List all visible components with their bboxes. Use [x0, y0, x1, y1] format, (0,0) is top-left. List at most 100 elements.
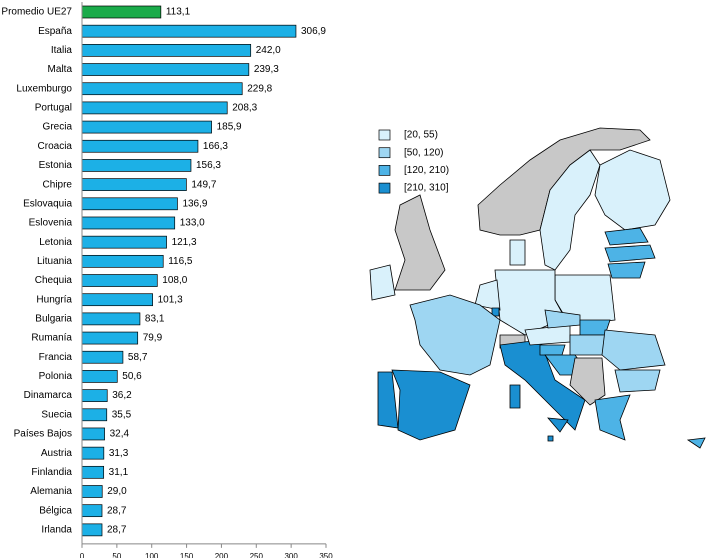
x-tick-label: 150	[180, 552, 194, 558]
legend-label: [120, 210)	[404, 165, 449, 176]
x-tick-label: 250	[250, 552, 264, 558]
bar	[81, 254, 164, 268]
x-tick-label: 50	[112, 552, 121, 558]
data-label: 133,0	[180, 218, 205, 229]
x-tick-label: 0	[80, 552, 85, 558]
data-label: 28,7	[107, 525, 127, 536]
data-label: 32,4	[110, 429, 130, 440]
data-label: 101,3	[158, 294, 183, 305]
bar	[81, 44, 252, 57]
y-tick-label: Austria	[41, 448, 73, 459]
y-tick-label: Lituania	[37, 256, 72, 267]
bar	[81, 331, 139, 345]
bar	[81, 293, 153, 307]
bar	[81, 504, 103, 518]
bar	[81, 101, 228, 115]
legend-swatch	[378, 165, 391, 176]
romania	[601, 329, 666, 371]
bar	[81, 24, 297, 38]
y-tick-label: Rumanía	[31, 333, 72, 344]
sweden	[539, 149, 601, 271]
y-tick-label: Eslovaquia	[23, 198, 72, 209]
x-tick-label: 100	[145, 552, 159, 558]
data-label: 50,6	[122, 371, 142, 382]
bar	[81, 274, 158, 287]
y-tick-label: Malta	[48, 64, 73, 75]
y-tick-label: Portugal	[35, 103, 72, 114]
bar	[81, 523, 103, 537]
data-label: 58,7	[128, 352, 148, 363]
data-label: 229,8	[247, 83, 272, 94]
data-label: 149,7	[191, 179, 216, 190]
bulgaria	[614, 369, 661, 393]
y-tick-label: Polonia	[39, 371, 73, 382]
malta	[547, 435, 554, 442]
france	[409, 294, 501, 376]
luxembourg	[491, 307, 500, 317]
legend-swatch	[378, 147, 391, 159]
bar	[81, 465, 105, 479]
sicily	[547, 417, 569, 433]
y-tick-label: Grecia	[43, 122, 73, 133]
y-tick-label: Italia	[51, 45, 73, 56]
legend-swatch	[378, 182, 391, 194]
bar	[81, 427, 105, 441]
bar	[81, 159, 192, 172]
data-label: 136,9	[182, 198, 207, 209]
data-label: 31,3	[109, 448, 129, 459]
y-tick-label: Eslovenia	[29, 218, 73, 229]
lithuania	[607, 261, 646, 279]
y-tick-label: Croacia	[38, 141, 73, 152]
y-tick-label: Alemania	[30, 486, 72, 497]
data-label: 108,0	[162, 275, 187, 286]
y-tick-label: Chequia	[35, 275, 73, 286]
uk	[394, 194, 446, 291]
y-tick-label: Suecia	[41, 409, 72, 420]
spain	[391, 369, 471, 441]
x-tick-label: 200	[215, 552, 229, 558]
y-tick-label: Luxemburgo	[16, 83, 72, 94]
ireland	[369, 264, 396, 301]
y-tick-label: Hungría	[36, 294, 72, 305]
bar	[81, 312, 141, 326]
bar	[81, 235, 167, 249]
denmark	[509, 239, 526, 266]
bar	[81, 120, 212, 134]
bar	[81, 197, 178, 211]
data-label: 208,3	[232, 103, 257, 114]
y-tick-label: España	[38, 26, 72, 37]
slovenia	[539, 344, 566, 356]
bar	[81, 389, 108, 402]
data-label: 242,0	[256, 45, 281, 56]
legend-label: [50, 120)	[404, 147, 443, 158]
data-label: 166,3	[203, 141, 228, 152]
sardinia	[509, 384, 521, 409]
data-label: 35,5	[112, 409, 132, 420]
bar	[81, 216, 176, 230]
legend-label: [20, 55)	[404, 130, 438, 141]
bar	[81, 485, 103, 498]
legend-label: [210, 310]	[404, 183, 449, 194]
bar	[81, 408, 108, 422]
data-label: 28,7	[107, 505, 127, 516]
data-label: 113,1	[166, 7, 191, 18]
data-label: 79,9	[143, 333, 163, 344]
estonia	[604, 227, 649, 246]
data-label: 29,0	[107, 486, 127, 497]
bar	[81, 178, 187, 191]
data-label: 306,9	[301, 26, 326, 37]
y-tick-label: Promedio UE27	[1, 7, 72, 18]
y-tick-label: Estonia	[39, 160, 73, 171]
greece	[594, 394, 631, 441]
latvia	[604, 244, 656, 263]
bar	[81, 5, 162, 19]
bar	[81, 370, 118, 383]
norway	[477, 127, 651, 236]
x-tick-label: 350	[319, 552, 333, 558]
y-tick-label: Letonia	[39, 237, 72, 248]
y-tick-label: Bulgaria	[35, 314, 72, 325]
cyprus	[686, 437, 706, 449]
finland	[594, 149, 671, 231]
y-tick-label: Finlandia	[31, 467, 72, 478]
